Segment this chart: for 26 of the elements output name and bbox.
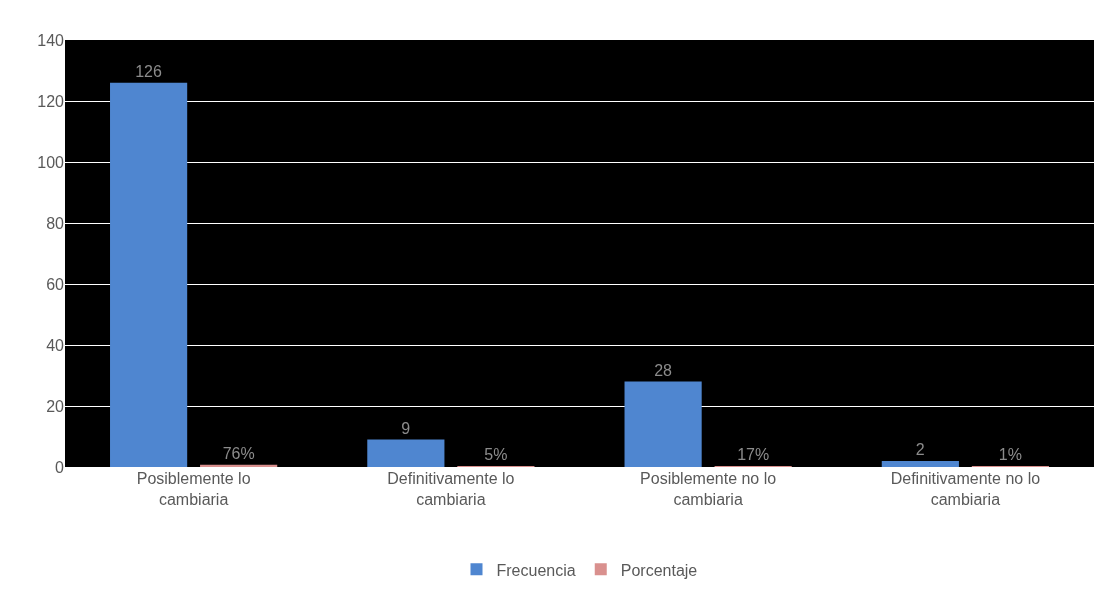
data-label: 126: [135, 62, 162, 80]
y-tick-label: 60: [46, 275, 65, 293]
data-label: 2: [915, 440, 925, 458]
data-label: 1%: [998, 446, 1022, 463]
bar: [367, 439, 445, 467]
bar: [624, 381, 702, 467]
legend-label: Porcentaje: [620, 561, 698, 579]
x-tick-label: Definitivamente lo cambiaria: [387, 470, 515, 508]
data-label: 76%: [222, 444, 255, 462]
y-tick-label: 100: [37, 153, 65, 171]
data-label: 17%: [737, 446, 770, 463]
data-label: 5%: [484, 446, 508, 463]
y-tick-label: 120: [37, 92, 65, 110]
bar: [110, 82, 188, 467]
data-label: 9: [401, 419, 411, 437]
x-tick-label: Definitivamente no lo cambiaria: [890, 470, 1041, 508]
legend-label: Frecuencia: [496, 561, 576, 579]
y-tick-label: 40: [46, 336, 65, 354]
bar: [881, 460, 959, 467]
x-tick-label: Posiblemente no lo cambiaria: [640, 470, 777, 508]
y-tick-label: 20: [46, 397, 65, 415]
x-tick-label: Posiblemente lo cambiaria: [136, 470, 251, 508]
y-tick-label: 140: [37, 31, 65, 49]
data-label: 28: [654, 361, 673, 379]
y-tick-label: 80: [46, 214, 65, 232]
y-tick-label: 0: [55, 458, 65, 476]
